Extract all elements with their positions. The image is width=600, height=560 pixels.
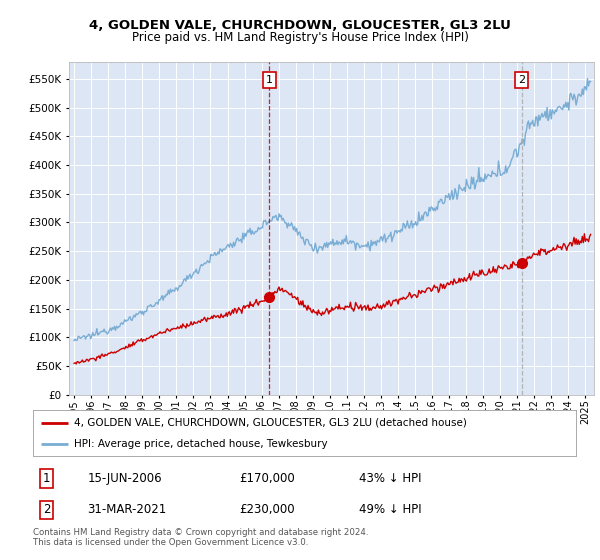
Text: 1: 1: [43, 472, 50, 485]
Text: 43% ↓ HPI: 43% ↓ HPI: [359, 472, 421, 485]
Text: £170,000: £170,000: [239, 472, 295, 485]
Text: 49% ↓ HPI: 49% ↓ HPI: [359, 503, 421, 516]
Text: £230,000: £230,000: [239, 503, 295, 516]
Text: 15-JUN-2006: 15-JUN-2006: [88, 472, 162, 485]
Text: 4, GOLDEN VALE, CHURCHDOWN, GLOUCESTER, GL3 2LU: 4, GOLDEN VALE, CHURCHDOWN, GLOUCESTER, …: [89, 19, 511, 32]
Text: 2: 2: [518, 75, 525, 85]
Text: Price paid vs. HM Land Registry's House Price Index (HPI): Price paid vs. HM Land Registry's House …: [131, 31, 469, 44]
Text: 1: 1: [266, 75, 273, 85]
Text: Contains HM Land Registry data © Crown copyright and database right 2024.
This d: Contains HM Land Registry data © Crown c…: [33, 528, 368, 547]
Text: 2: 2: [43, 503, 50, 516]
Text: 31-MAR-2021: 31-MAR-2021: [88, 503, 167, 516]
Text: 4, GOLDEN VALE, CHURCHDOWN, GLOUCESTER, GL3 2LU (detached house): 4, GOLDEN VALE, CHURCHDOWN, GLOUCESTER, …: [74, 418, 467, 428]
Text: HPI: Average price, detached house, Tewkesbury: HPI: Average price, detached house, Tewk…: [74, 439, 328, 449]
